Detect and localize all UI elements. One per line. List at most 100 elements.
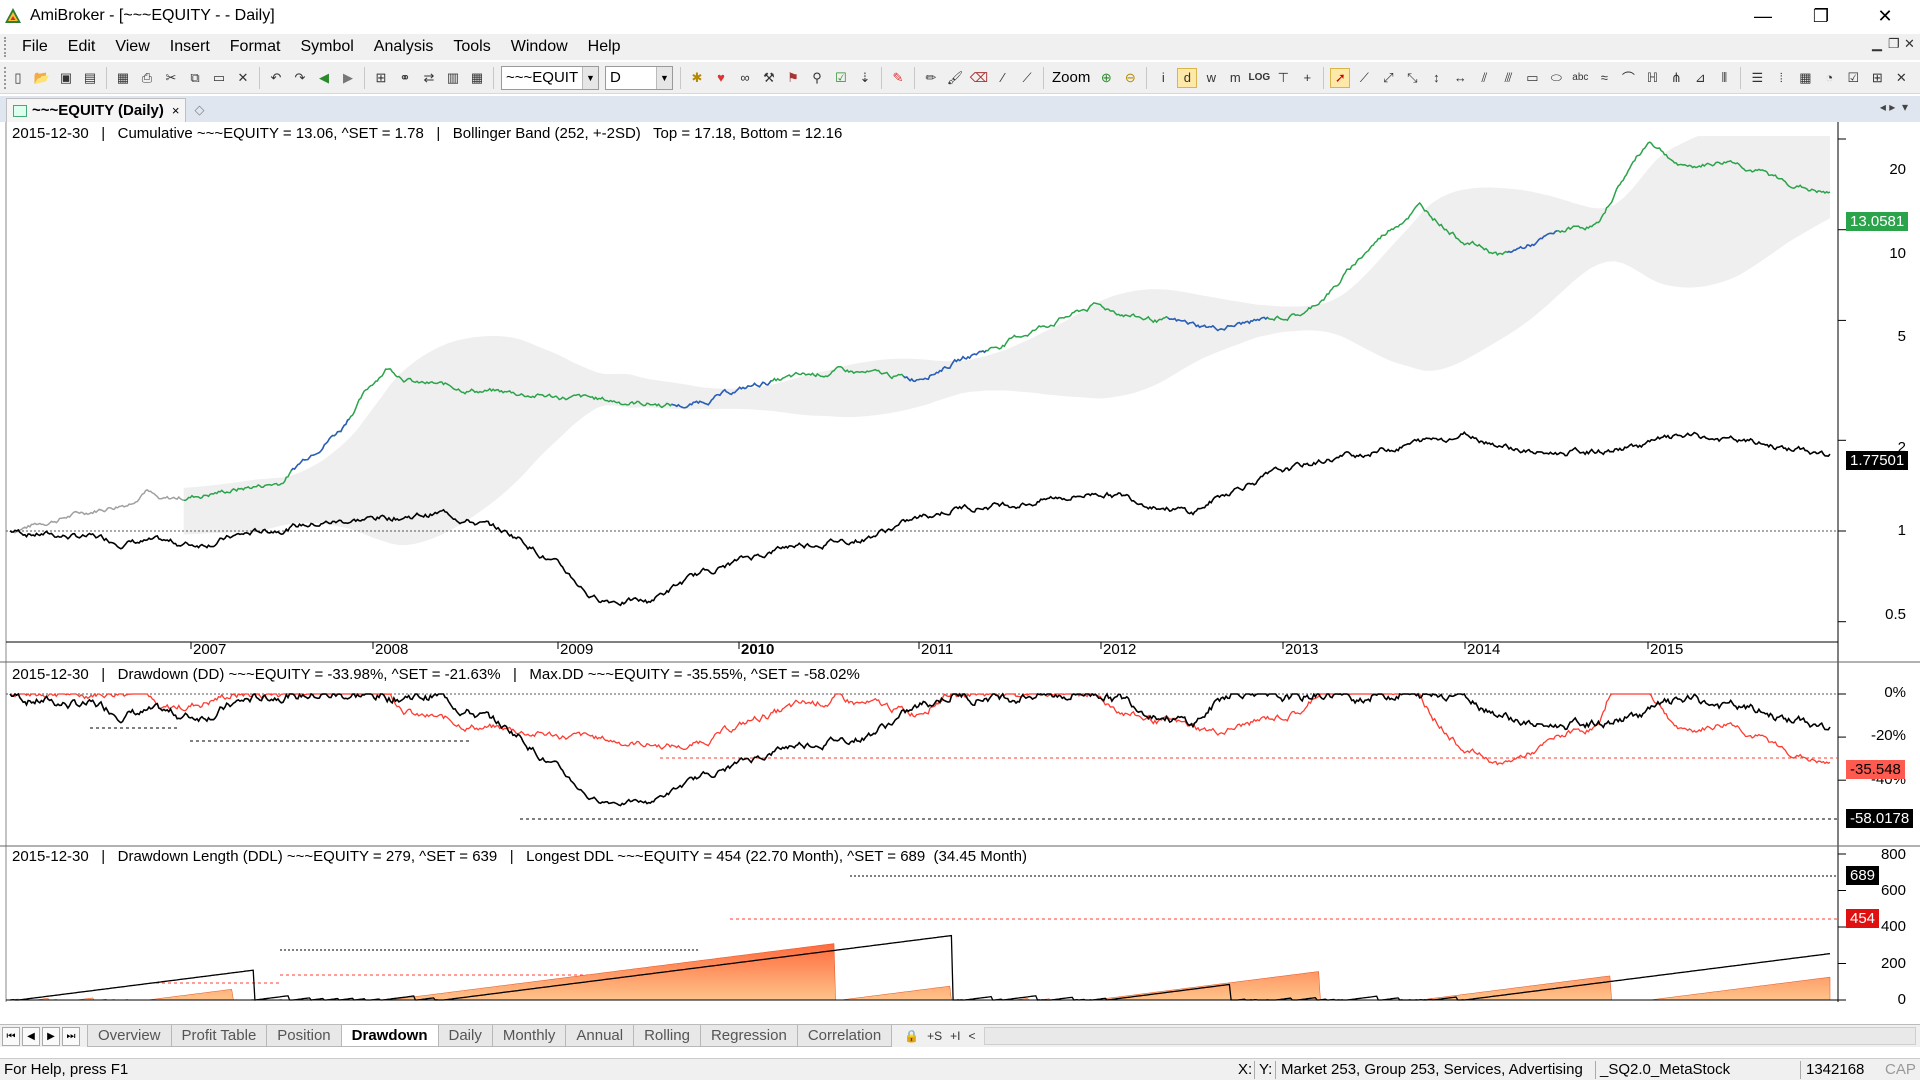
ray-icon[interactable]: ⤢ (1383, 69, 1394, 85)
crosshair-icon[interactable]: + (1303, 70, 1312, 85)
layout-icon[interactable]: ▦ (470, 69, 484, 85)
close-tab-icon[interactable]: × (171, 103, 180, 118)
log-scale-icon[interactable]: LOG (1248, 72, 1271, 83)
monthly-icon[interactable]: m (1229, 70, 1241, 85)
symbol-combo[interactable]: ~~~EQUIT ▼ (501, 65, 599, 90)
sheet-tab-correlation[interactable]: Correlation (796, 1025, 893, 1047)
menu-analysis[interactable]: Analysis (373, 38, 434, 55)
menu-symbol[interactable]: Symbol (300, 38, 354, 55)
chevron-down-icon[interactable]: ▼ (656, 66, 672, 89)
zoom-in-icon[interactable]: ⊕ (1100, 69, 1112, 85)
daily-icon[interactable]: d (1177, 67, 1198, 88)
minimize-button[interactable]: — (1734, 0, 1792, 32)
sheet-tab-profit-table[interactable]: Profit Table (170, 1025, 268, 1047)
gann-icon[interactable]: ⊿ (1694, 69, 1706, 85)
eraser-icon[interactable]: ⌫ (969, 69, 989, 85)
color-pen-icon[interactable]: ✎ (892, 69, 904, 85)
weekly-icon[interactable]: w (1206, 70, 1217, 85)
arrow-down-icon[interactable]: ⇣ (859, 69, 871, 85)
sheet-tab-monthly[interactable]: Monthly (491, 1025, 567, 1047)
list-icon[interactable]: ☰ (1751, 69, 1764, 85)
columns-icon[interactable]: ⦀ (1915, 68, 1920, 88)
line-style-icon[interactable]: ⁄ (1001, 70, 1005, 85)
tab-scroll-icon[interactable]: ◂ ▸ ▾ (1879, 100, 1908, 114)
link-icon[interactable]: ⚭ (399, 69, 411, 85)
lock-icon[interactable]: 🔒 (904, 1029, 920, 1043)
insert-sheet-button[interactable]: +I (950, 1029, 961, 1043)
menu-view[interactable]: View (115, 38, 150, 55)
horizontal-scrollbar[interactable] (983, 1027, 1916, 1045)
back-icon[interactable]: ◀ (319, 69, 329, 85)
drawdown-pane[interactable] (6, 692, 1838, 820)
extended-line-icon[interactable]: ⤡ (1407, 69, 1418, 85)
favorite-icon[interactable]: ♥ (717, 70, 725, 85)
first-sheet-icon[interactable]: ⏮ (2, 1026, 20, 1046)
fib-fan-icon[interactable]: ⋔ (1670, 69, 1682, 85)
sheet-tab-regression[interactable]: Regression (699, 1025, 798, 1047)
menu-format[interactable]: Format (229, 38, 281, 55)
new-icon[interactable]: ▯ (14, 69, 22, 85)
arc-icon[interactable]: ⌒ (1621, 71, 1635, 86)
menu-window[interactable]: Window (510, 38, 568, 55)
paste-icon[interactable]: ▭ (212, 69, 226, 85)
report-icon[interactable]: ☑ (835, 69, 847, 85)
price-pane[interactable] (6, 136, 1838, 607)
brush-icon[interactable]: 🖌 (946, 69, 964, 85)
interval-combo[interactable]: D ▼ (605, 65, 673, 90)
sync-icon[interactable]: ⇄ (423, 69, 435, 85)
save-all-icon[interactable]: ▤ (83, 69, 97, 85)
parallel-lines-icon[interactable]: ⫽ (1481, 69, 1488, 85)
scroll-left-icon[interactable]: < (968, 1029, 976, 1043)
text-icon[interactable]: ⊤ (1277, 69, 1289, 85)
save-icon[interactable]: ▣ (59, 69, 73, 85)
mdi-restore-icon[interactable]: ❐ (1888, 36, 1900, 51)
mdi-close-icon[interactable]: ✕ (1904, 36, 1915, 51)
checklist-icon[interactable]: ☑ (1847, 69, 1860, 85)
new-tab-icon[interactable]: ◇ (194, 102, 205, 117)
open-icon[interactable]: 📂 (33, 69, 51, 85)
fibonacci-icon[interactable]: ℍ (1646, 69, 1658, 85)
menu-tools[interactable]: Tools (453, 38, 491, 55)
gauge-icon[interactable]: ◔ (1825, 70, 1834, 85)
mdi-minimize-icon[interactable]: ▁ (1872, 36, 1882, 51)
text-abc-icon[interactable]: abc (1572, 72, 1589, 83)
redo-icon[interactable]: ↷ (294, 69, 306, 85)
select-arrow-icon[interactable]: ➚ (1330, 67, 1351, 88)
line-width-icon[interactable]: ⟋ (1022, 69, 1032, 85)
chart-area[interactable] (0, 122, 1920, 1022)
scan-icon[interactable]: ⚑ (787, 69, 799, 85)
last-sheet-icon[interactable]: ⏭ (62, 1026, 80, 1046)
cross-chart-icon[interactable]: ✕ (1895, 69, 1907, 85)
close-button[interactable]: ✕ (1856, 0, 1914, 32)
zoom-label[interactable]: Zoom (1052, 69, 1091, 86)
menu-insert[interactable]: Insert (169, 38, 210, 55)
sheet-tab-position[interactable]: Position (266, 1025, 342, 1047)
undo-icon[interactable]: ↶ (270, 69, 282, 85)
intraday-icon[interactable]: i (1161, 70, 1165, 85)
prev-sheet-icon[interactable]: ◀ (22, 1026, 40, 1046)
chevron-down-icon[interactable]: ▼ (582, 66, 598, 89)
sheet-tab-daily[interactable]: Daily (437, 1025, 493, 1047)
restore-button[interactable]: ❐ (1792, 0, 1850, 32)
print-preview-icon[interactable]: ▦ (116, 69, 130, 85)
cut-icon[interactable]: ✂ (165, 69, 177, 85)
document-tab-equity[interactable]: ~~~EQUITY (Daily) × (6, 98, 187, 122)
add-sheet-button[interactable]: +S (927, 1029, 943, 1043)
vertical-line-icon[interactable]: ↕ (1433, 70, 1440, 85)
zigzag-icon[interactable]: ≈ (1600, 70, 1608, 85)
zoom-out-icon[interactable]: ⊖ (1124, 69, 1136, 85)
menu-file[interactable]: File (22, 38, 48, 55)
forward-icon[interactable]: ▶ (343, 69, 353, 85)
bars-icon[interactable]: ⦙ (1779, 69, 1783, 85)
glasses-icon[interactable]: ∞ (740, 70, 750, 85)
wand-icon[interactable]: ⚲ (812, 69, 822, 85)
tile-icon[interactable]: ▥ (446, 69, 460, 85)
indicator-icon[interactable]: ✱ (691, 69, 703, 85)
sheet-tab-drawdown[interactable]: Drawdown (340, 1025, 439, 1047)
sheet-tab-annual[interactable]: Annual (565, 1025, 635, 1047)
menu-help[interactable]: Help (587, 38, 621, 55)
table-icon[interactable]: ▦ (1799, 69, 1812, 85)
ellipse-icon[interactable]: ⬭ (1550, 69, 1562, 85)
print-icon[interactable]: ⎙ (141, 69, 153, 85)
delete-icon[interactable]: ✕ (237, 69, 249, 85)
